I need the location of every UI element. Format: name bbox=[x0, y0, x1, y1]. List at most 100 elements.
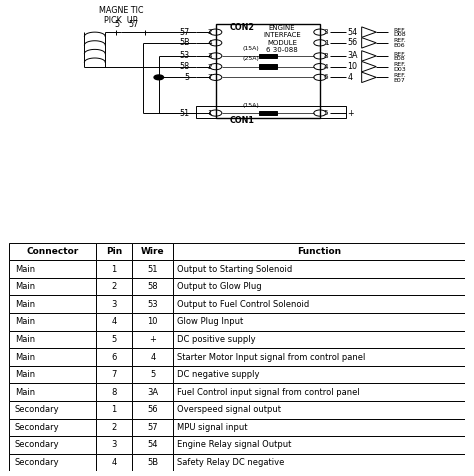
Text: MAGNE TIC
PICK  UP: MAGNE TIC PICK UP bbox=[99, 6, 143, 25]
Bar bbox=[96, 418, 132, 436]
Text: 10: 10 bbox=[347, 62, 357, 71]
Bar bbox=[9, 401, 96, 418]
Text: REF.: REF. bbox=[393, 39, 406, 43]
Text: Main: Main bbox=[15, 300, 35, 309]
Bar bbox=[132, 331, 173, 348]
Bar bbox=[173, 366, 465, 383]
Text: 3A: 3A bbox=[347, 51, 358, 60]
Text: 1: 1 bbox=[324, 40, 328, 46]
Text: 5: 5 bbox=[150, 370, 155, 379]
Text: 58: 58 bbox=[147, 282, 158, 291]
Bar bbox=[96, 454, 132, 471]
Text: 1: 1 bbox=[111, 405, 117, 414]
Bar bbox=[96, 436, 132, 454]
Text: 3: 3 bbox=[111, 300, 117, 309]
Text: 57: 57 bbox=[147, 423, 158, 432]
Text: 6: 6 bbox=[324, 74, 328, 80]
Text: Main: Main bbox=[15, 282, 35, 291]
Text: 1: 1 bbox=[207, 110, 212, 116]
Text: REF.: REF. bbox=[393, 28, 406, 33]
Bar bbox=[9, 278, 96, 296]
Text: Main: Main bbox=[15, 387, 35, 397]
Text: 8: 8 bbox=[111, 387, 117, 397]
Bar bbox=[9, 260, 96, 278]
Bar bbox=[96, 348, 132, 366]
Bar bbox=[96, 401, 132, 418]
Text: 51: 51 bbox=[180, 109, 190, 118]
Bar bbox=[9, 366, 96, 383]
Polygon shape bbox=[362, 61, 376, 72]
Bar bbox=[259, 64, 277, 69]
Text: E06: E06 bbox=[393, 43, 405, 48]
Bar bbox=[132, 278, 173, 296]
Bar bbox=[9, 454, 96, 471]
Text: 4: 4 bbox=[111, 458, 117, 467]
Text: Overspeed signal output: Overspeed signal output bbox=[177, 405, 281, 414]
Text: Fuel Control input signal from control panel: Fuel Control input signal from control p… bbox=[177, 387, 360, 397]
Text: 5: 5 bbox=[115, 20, 119, 30]
Text: Secondary: Secondary bbox=[15, 423, 60, 432]
Bar bbox=[132, 296, 173, 313]
Text: 5B: 5B bbox=[147, 458, 158, 467]
Text: Secondary: Secondary bbox=[15, 458, 60, 467]
Bar bbox=[173, 278, 465, 296]
Text: CON1: CON1 bbox=[229, 116, 254, 125]
Bar bbox=[96, 331, 132, 348]
Text: 3: 3 bbox=[207, 53, 212, 59]
Text: Main: Main bbox=[15, 370, 35, 379]
Bar bbox=[132, 366, 173, 383]
Bar bbox=[96, 243, 132, 260]
Polygon shape bbox=[362, 27, 376, 38]
Text: 4: 4 bbox=[150, 353, 155, 361]
Text: Main: Main bbox=[15, 265, 35, 274]
Text: 3: 3 bbox=[111, 440, 117, 449]
Text: Engine Relay signal Output: Engine Relay signal Output bbox=[177, 440, 292, 449]
Text: Output to Starting Solenoid: Output to Starting Solenoid bbox=[177, 265, 292, 274]
Bar bbox=[9, 436, 96, 454]
Text: 5B: 5B bbox=[179, 39, 190, 47]
Text: Output to Glow Plug: Output to Glow Plug bbox=[177, 282, 262, 291]
Text: 4: 4 bbox=[111, 317, 117, 327]
Text: 6: 6 bbox=[111, 353, 117, 361]
Text: 53: 53 bbox=[147, 300, 158, 309]
Text: CON2: CON2 bbox=[229, 23, 254, 32]
Bar bbox=[96, 278, 132, 296]
Bar bbox=[132, 454, 173, 471]
Bar bbox=[132, 260, 173, 278]
Text: Glow Plug Input: Glow Plug Input bbox=[177, 317, 243, 327]
Bar bbox=[259, 53, 277, 58]
Text: 54: 54 bbox=[347, 28, 357, 37]
Bar bbox=[96, 260, 132, 278]
Text: +: + bbox=[347, 109, 354, 118]
Bar bbox=[173, 296, 465, 313]
Text: 5: 5 bbox=[111, 335, 117, 344]
Text: 56: 56 bbox=[347, 39, 357, 47]
Text: Secondary: Secondary bbox=[15, 405, 60, 414]
Bar bbox=[132, 401, 173, 418]
Text: DC negative supply: DC negative supply bbox=[177, 370, 259, 379]
Bar bbox=[173, 418, 465, 436]
Bar bbox=[196, 106, 346, 118]
Text: Wire: Wire bbox=[141, 247, 164, 256]
Bar bbox=[9, 243, 96, 260]
Circle shape bbox=[154, 75, 164, 80]
Bar bbox=[132, 383, 173, 401]
Text: 58: 58 bbox=[180, 62, 190, 71]
Text: 1: 1 bbox=[111, 265, 117, 274]
Text: REF.: REF. bbox=[393, 73, 406, 78]
Text: 2: 2 bbox=[111, 282, 117, 291]
Text: 7: 7 bbox=[207, 74, 212, 80]
Text: Pin: Pin bbox=[106, 247, 122, 256]
Text: 10: 10 bbox=[147, 317, 158, 327]
Bar bbox=[9, 296, 96, 313]
Bar bbox=[96, 296, 132, 313]
Text: (15A): (15A) bbox=[243, 46, 260, 50]
Text: (25A): (25A) bbox=[243, 56, 260, 61]
Text: E08: E08 bbox=[393, 56, 405, 61]
Bar bbox=[173, 454, 465, 471]
Text: +: + bbox=[149, 335, 156, 344]
Bar bbox=[216, 24, 320, 118]
Bar bbox=[9, 348, 96, 366]
Bar bbox=[9, 383, 96, 401]
Text: Secondary: Secondary bbox=[15, 440, 60, 449]
